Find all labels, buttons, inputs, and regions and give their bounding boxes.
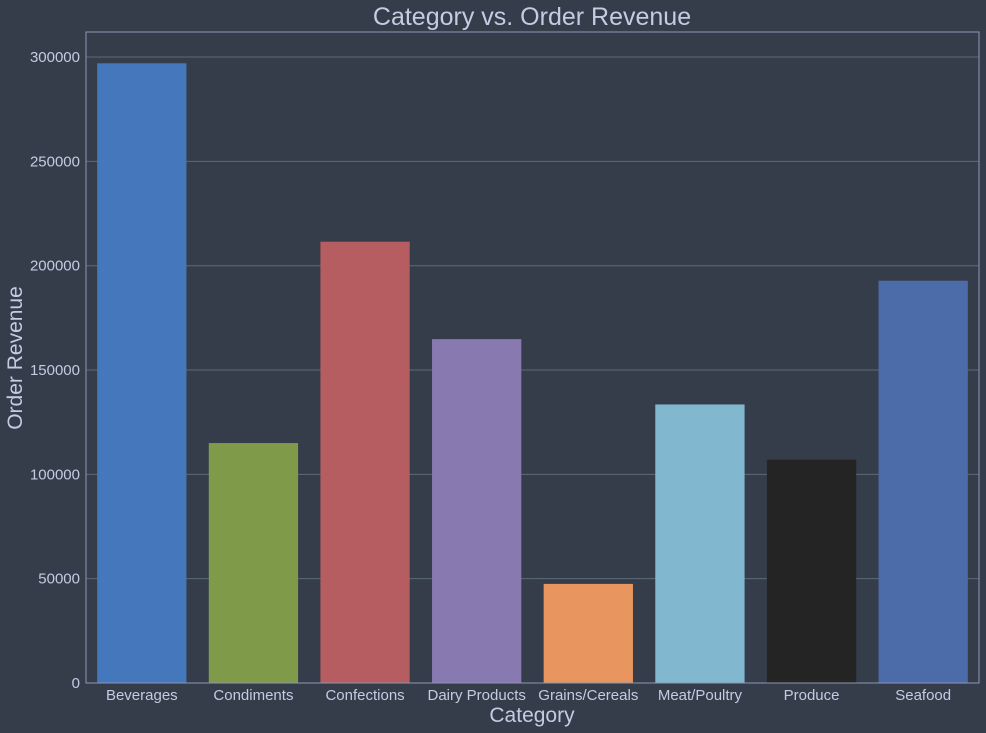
x-tick-label: Dairy Products <box>428 687 526 704</box>
chart-title: Category vs. Order Revenue <box>373 3 691 31</box>
bar-beverages <box>97 63 187 683</box>
bar-dairy-products <box>432 339 522 683</box>
y-tick-label: 50000 <box>38 571 80 588</box>
bar-grains-cereals <box>543 583 633 683</box>
plot-frame <box>85 31 980 684</box>
y-tick-labels: 0 50000 100000 150000 200000 250000 300000 <box>30 49 80 692</box>
bar-confections <box>320 241 410 683</box>
y-tick-label: 200000 <box>30 258 80 275</box>
x-tick-label: Confections <box>325 687 404 704</box>
bar-condiments <box>208 443 299 683</box>
x-tick-label: Condiments <box>213 687 293 704</box>
x-axis-label: Category <box>489 704 575 727</box>
y-tick-label: 150000 <box>30 362 80 379</box>
y-tick-label: 300000 <box>30 49 80 66</box>
bar-seafood <box>878 280 968 683</box>
bar-produce <box>766 459 857 683</box>
x-tick-label: Produce <box>784 687 840 704</box>
y-tick-label: 0 <box>72 675 80 692</box>
x-tick-label: Meat/Poultry <box>658 687 743 704</box>
y-axis-label: Order Revenue <box>4 286 27 430</box>
x-tick-label: Grains/Cereals <box>538 687 638 704</box>
bars <box>97 63 968 683</box>
bar-meat-poultry <box>655 404 745 683</box>
x-tick-label: Seafood <box>895 687 951 704</box>
y-tick-label: 100000 <box>30 466 80 483</box>
x-tick-labels: Beverages Condiments Confections Dairy Prod… <box>106 687 951 704</box>
x-tick-label: Beverages <box>106 687 178 704</box>
y-tick-label: 250000 <box>30 153 80 170</box>
